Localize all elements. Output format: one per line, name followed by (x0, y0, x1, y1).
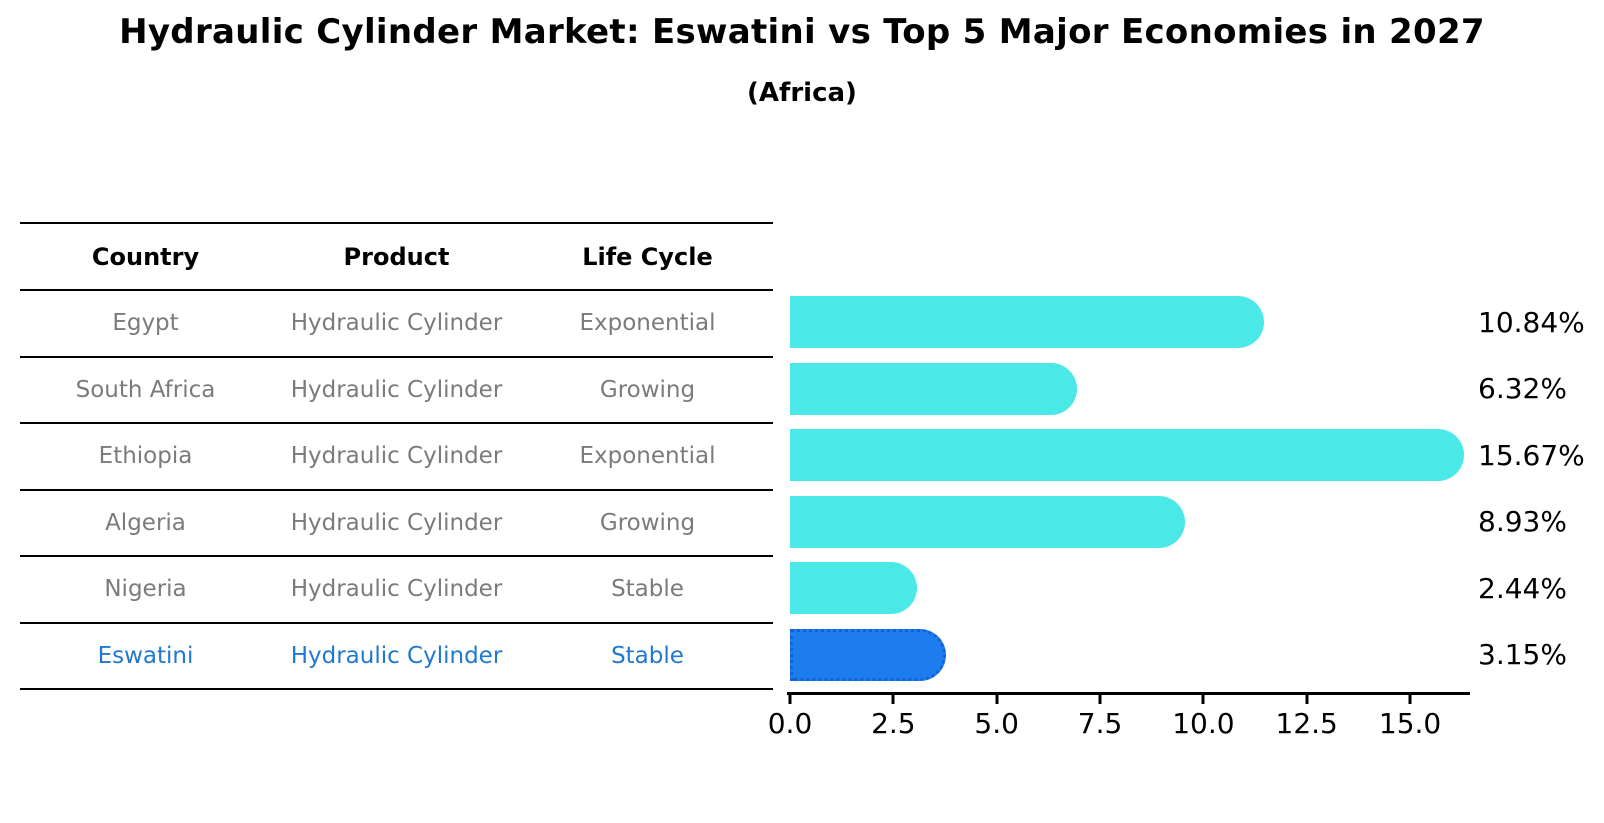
cell-country: South Africa (75, 376, 216, 403)
x-tick-mark (1408, 695, 1412, 704)
chart-subtitle: (Africa) (747, 78, 857, 108)
x-tick-label: 0.0 (767, 707, 813, 740)
value-label-ethiopia: 15.67% (1478, 438, 1585, 472)
cell-life-cycle: Growing (599, 509, 696, 536)
cell-product: Hydraulic Cylinder (290, 642, 503, 669)
cell-life-cycle: Stable (611, 642, 684, 669)
x-tick-label: 12.5 (1275, 707, 1338, 740)
x-tick-mark (1098, 695, 1102, 704)
x-axis-ticks: 0.0 2.5 5.0 7.5 10.0 12.5 15.0 (768, 695, 1470, 750)
cell-product: Hydraulic Cylinder (290, 509, 503, 536)
x-axis-line (787, 692, 1470, 695)
bar-algeria (790, 495, 1186, 548)
x-tick-label: 2.5 (871, 707, 916, 740)
x-tick-mark (995, 695, 999, 704)
cell-life-cycle: Growing (599, 376, 696, 403)
cell-product: Hydraulic Cylinder (290, 576, 503, 603)
x-tick-label: 7.5 (1077, 707, 1123, 740)
x-tick-label: 15.0 (1378, 707, 1442, 740)
bar-south-africa (790, 362, 1078, 415)
x-tick-mark (1201, 695, 1205, 704)
bar-chart-area (790, 289, 1470, 688)
value-label-egypt: 10.84% (1478, 305, 1585, 339)
table-row-south-africa: South Africa Hydraulic Cylinder Growing (20, 358, 773, 424)
table-row-algeria: Algeria Hydraulic Cylinder Growing (20, 491, 773, 557)
cell-product: Hydraulic Cylinder (290, 376, 503, 403)
cell-product: Hydraulic Cylinder (290, 310, 503, 337)
bar-ethiopia (790, 429, 1464, 482)
bar-nigeria (790, 562, 917, 615)
bar-eswatini (790, 628, 947, 681)
table-row-egypt: Egypt Hydraulic Cylinder Exponential (20, 291, 773, 358)
value-labels: 10.84% 6.32% 15.67% 8.93% 2.44% 3.15% (1478, 289, 1604, 688)
cell-country: Algeria (105, 509, 186, 536)
value-label-nigeria: 2.44% (1478, 571, 1567, 605)
cell-country: Egypt (112, 310, 179, 337)
value-label-eswatini: 3.15% (1478, 638, 1567, 672)
table-row-nigeria: Nigeria Hydraulic Cylinder Stable (20, 557, 773, 624)
col-header-product: Product (343, 242, 450, 271)
chart-title: Hydraulic Cylinder Market: Eswatini vs T… (119, 12, 1485, 52)
value-label-algeria: 8.93% (1478, 505, 1567, 539)
country-table: Country Product Life Cycle Egypt Hydraul… (20, 222, 773, 690)
cell-life-cycle: Exponential (579, 443, 716, 470)
x-tick-mark (891, 695, 895, 704)
table-header-row: Country Product Life Cycle (20, 224, 773, 291)
col-header-life-cycle: Life Cycle (582, 242, 713, 271)
x-tick-label: 10.0 (1172, 707, 1235, 740)
cell-life-cycle: Stable (611, 576, 684, 603)
table-row-ethiopia: Ethiopia Hydraulic Cylinder Exponential (20, 424, 773, 491)
cell-life-cycle: Exponential (579, 310, 716, 337)
x-tick-mark (1305, 695, 1309, 704)
bar-egypt (790, 296, 1265, 349)
col-header-country: Country (91, 242, 200, 271)
cell-country: Eswatini (97, 642, 194, 669)
cell-country: Nigeria (104, 576, 187, 603)
x-tick-mark (788, 695, 792, 704)
x-tick-label: 5.0 (974, 707, 1019, 740)
cell-country: Ethiopia (98, 443, 193, 470)
value-label-south-africa: 6.32% (1478, 372, 1567, 406)
cell-product: Hydraulic Cylinder (290, 443, 503, 470)
table-row-eswatini: Eswatini Hydraulic Cylinder Stable (20, 624, 773, 690)
